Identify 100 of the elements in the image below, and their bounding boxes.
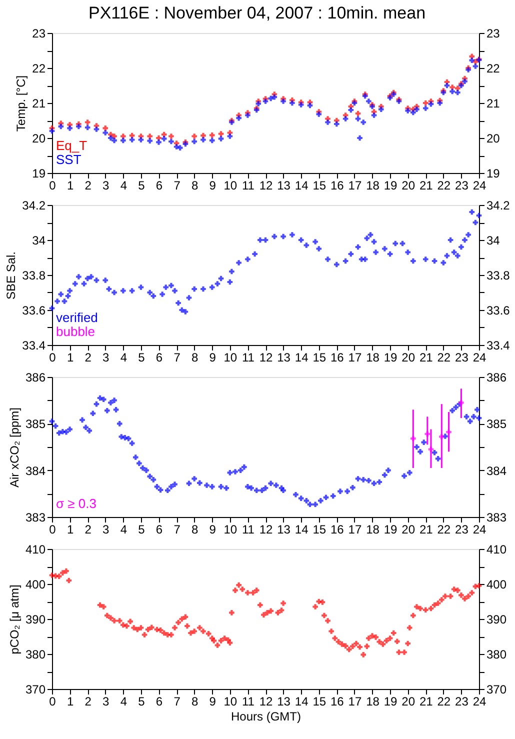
x-tick-label: 20 [402,694,416,708]
x-tick-label: 1 [66,522,74,536]
x-tick-label: 22 [437,350,451,364]
x-tick-label: 11 [242,350,255,364]
x-tick-label: 12 [259,694,273,708]
y-tick-label: 385 [25,417,46,432]
x-tick-label: 6 [156,178,163,192]
x-tick-label: 19 [384,694,398,708]
x-tick-label: 13 [277,350,291,364]
x-tick-label: 10 [224,350,238,364]
legend-label: bubble [56,324,96,339]
y2-tick-label: 380 [486,648,507,662]
y2-tick-label: 19 [486,166,500,180]
series-label: SST [56,152,82,167]
x-tick-label: 24 [472,694,486,708]
y2-tick-label: 33.8 [486,268,510,282]
x-tick-label: 20 [402,522,416,536]
x-tick-label: 2 [84,178,92,192]
x-tick-label: 8 [191,694,198,708]
x-tick-label: 19 [384,178,398,192]
x-tick-label: 2 [84,522,92,536]
y-axis-title: Air xCO₂ [ppm] [7,407,22,488]
x-tick-label: 2 [84,350,92,364]
y-tick-label: 22 [32,62,46,76]
y2-tick-label: 383 [486,510,507,524]
x-tick-label: 11 [242,178,255,192]
x-tick-label: 22 [437,178,451,192]
series-label: Eq_T [56,138,88,153]
x-tick-label: 3 [102,178,110,192]
x-tick-label: 18 [366,350,380,364]
x-tick-label: 15 [312,350,326,364]
y-axis-title: SBE Sal. [4,251,18,300]
x-tick-label: 5 [138,694,146,708]
x-tick-label: 17 [348,522,362,536]
y-tick-label: 400 [25,578,46,592]
x-tick-label: 12 [259,522,273,536]
x-tick-label: 14 [294,694,309,708]
x-tick-label: 14 [294,178,309,192]
x-tick-label: 7 [174,522,181,536]
point [438,434,444,440]
chart-title: PX116E : November 04, 2007 : 10min. mean [88,4,426,22]
x-tick-label: 15 [312,522,326,536]
x-tick-label: 4 [120,178,128,192]
x-tick-label: 24 [472,522,486,536]
y-axis-title: pCO₂ [μ atm] [7,584,22,654]
x-tick-label: 2 [84,694,92,708]
x-tick-label: 3 [102,350,110,364]
x-tick-label: 8 [191,350,198,364]
x-tick-label: 19 [384,522,398,536]
x-axis-title: Hours (GMT) [231,710,301,724]
x-tick-label: 9 [209,694,216,708]
x-tick-label: 4 [120,694,128,708]
x-tick-label: 9 [209,350,216,364]
x-tick-label: 23 [455,522,469,536]
x-tick-label: 13 [277,178,291,192]
x-tick-label: 15 [312,694,326,708]
y-tick-label: 33.8 [22,268,46,282]
x-tick-label: 5 [138,350,146,364]
x-tick-label: 5 [138,178,146,192]
x-tick-label: 21 [419,350,434,364]
x-tick-label: 18 [366,694,380,708]
x-tick-label: 19 [384,350,398,364]
point [410,436,416,442]
x-tick-label: 17 [348,694,362,708]
x-tick-label: 6 [156,522,163,536]
point [428,446,434,452]
x-tick-label: 16 [330,694,344,708]
y2-tick-label: 385 [486,417,507,432]
y2-tick-label: 33.4 [486,338,510,352]
x-tick-label: 22 [437,522,451,536]
x-tick-label: 22 [437,694,451,708]
y-tick-label: 380 [25,648,46,662]
x-tick-label: 11 [242,694,255,708]
x-tick-label: 3 [102,522,110,536]
x-tick-label: 10 [224,694,238,708]
x-tick-label: 18 [366,178,380,192]
x-tick-label: 7 [174,178,181,192]
y2-tick-label: 20 [486,132,500,146]
y-tick-label: 410 [25,542,46,556]
x-tick-label: 20 [402,178,416,192]
y2-tick-label: 400 [486,578,507,592]
y2-tick-label: 23 [486,26,500,40]
x-tick-label: 17 [348,350,362,364]
y2-tick-label: 33.6 [486,304,510,318]
x-tick-label: 11 [242,522,255,536]
x-tick-label: 4 [120,350,128,364]
y-tick-label: 21 [32,96,46,110]
y-axis-title: Temp. [°C] [14,75,28,132]
x-tick-label: 6 [156,350,163,364]
x-tick-label: 1 [66,178,74,192]
y2-tick-label: 386 [486,370,507,384]
y-tick-label: 370 [25,682,46,696]
y-tick-label: 23 [32,26,46,40]
x-tick-label: 20 [402,350,416,364]
y-tick-label: 34 [32,234,46,248]
y2-tick-label: 34 [486,234,500,248]
x-tick-label: 21 [419,694,434,708]
y-tick-label: 20 [32,132,46,146]
y2-tick-label: 370 [486,682,507,696]
x-tick-label: 21 [419,522,434,536]
